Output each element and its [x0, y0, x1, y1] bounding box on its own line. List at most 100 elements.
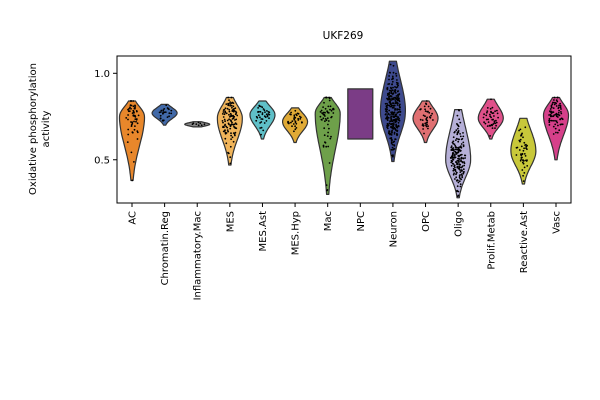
data-point	[326, 111, 329, 113]
data-point	[324, 111, 326, 114]
data-point	[234, 131, 237, 134]
data-point	[223, 113, 226, 116]
data-point	[294, 121, 297, 124]
data-point	[521, 152, 524, 155]
data-point	[390, 125, 392, 128]
data-point	[386, 102, 388, 105]
data-point	[130, 104, 133, 107]
data-point	[327, 131, 329, 134]
data-point	[555, 115, 558, 117]
data-point	[522, 174, 524, 177]
data-point	[289, 113, 291, 116]
data-point	[558, 129, 561, 132]
data-point	[425, 100, 428, 102]
data-point	[494, 122, 497, 125]
data-point	[461, 174, 463, 177]
data-point	[229, 112, 232, 115]
data-point	[235, 118, 238, 121]
data-point	[483, 113, 485, 116]
data-point	[226, 107, 229, 110]
data-point	[455, 151, 458, 154]
data-point	[294, 125, 296, 128]
data-point	[424, 122, 427, 125]
data-point	[164, 111, 167, 113]
data-point	[456, 114, 459, 117]
data-point	[396, 117, 399, 119]
data-point	[456, 159, 459, 162]
data-point	[223, 108, 226, 111]
data-point	[556, 113, 559, 116]
x-tick-label: MES.Hyp	[291, 211, 302, 255]
data-point	[560, 112, 563, 115]
data-point	[561, 123, 564, 126]
data-point	[228, 123, 230, 126]
x-tick-label: AC	[128, 211, 139, 225]
data-point	[519, 159, 522, 162]
data-point	[228, 113, 230, 116]
data-point	[389, 120, 391, 123]
data-point	[395, 123, 397, 126]
data-point	[393, 98, 395, 101]
data-point	[463, 164, 466, 167]
data-point	[550, 119, 553, 122]
data-point	[229, 104, 232, 107]
data-point	[391, 92, 393, 95]
data-point	[261, 113, 264, 116]
data-point	[493, 120, 496, 123]
data-point	[426, 121, 428, 124]
data-point	[551, 103, 554, 106]
points-layer	[125, 63, 564, 198]
data-point	[393, 131, 396, 134]
data-point	[159, 114, 162, 117]
data-point	[456, 148, 458, 151]
data-point	[452, 147, 455, 149]
data-point	[425, 125, 428, 128]
x-tick-label: MES.Ast	[258, 211, 269, 252]
data-point	[168, 112, 171, 115]
data-point	[231, 101, 234, 104]
data-point	[222, 130, 225, 133]
data-point	[394, 88, 397, 91]
data-point	[460, 145, 462, 148]
data-point	[520, 145, 523, 148]
data-point	[387, 92, 389, 95]
data-point	[460, 146, 463, 149]
data-point	[388, 75, 390, 77]
data-point	[227, 152, 230, 155]
data-point	[221, 120, 224, 122]
data-point	[129, 106, 131, 109]
x-tick-label: MES	[225, 211, 236, 232]
data-point	[398, 104, 401, 107]
data-point	[456, 123, 459, 126]
data-point	[387, 113, 389, 116]
data-point	[327, 120, 330, 122]
data-point	[526, 165, 529, 167]
data-point	[393, 133, 396, 135]
data-point	[392, 122, 395, 124]
data-point	[457, 140, 460, 143]
data-point	[298, 115, 301, 118]
data-point	[259, 116, 261, 119]
data-point	[457, 127, 459, 130]
data-point	[295, 113, 297, 116]
data-point	[166, 116, 169, 118]
data-point	[551, 111, 554, 113]
data-point	[385, 108, 388, 111]
data-point	[323, 134, 326, 137]
data-point	[389, 95, 392, 97]
data-point	[385, 117, 388, 119]
data-point	[458, 118, 461, 121]
data-point	[389, 105, 392, 108]
data-point	[523, 153, 526, 155]
data-point	[386, 88, 389, 91]
data-point	[325, 145, 328, 148]
data-point	[454, 170, 457, 173]
data-point	[330, 109, 333, 112]
data-point	[222, 125, 225, 128]
data-point	[130, 151, 133, 154]
data-point	[266, 115, 269, 118]
data-point	[391, 89, 394, 92]
data-point	[260, 126, 263, 129]
data-point	[453, 164, 456, 167]
data-point	[399, 106, 401, 109]
